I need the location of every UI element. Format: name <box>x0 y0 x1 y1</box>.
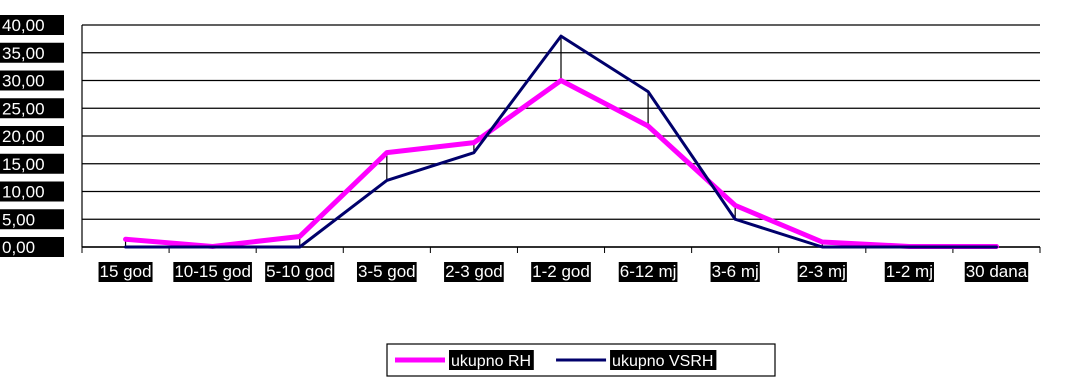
y-tick-bg <box>0 42 64 63</box>
y-tick-bg <box>0 209 64 230</box>
x-tick-bg <box>964 262 1029 282</box>
x-tick-text: 2-3 god <box>445 262 503 281</box>
y-tick-bg <box>0 70 64 91</box>
y-tick-bg <box>0 15 64 35</box>
y-tick-label: 30,00 <box>2 72 45 91</box>
high-low-lines <box>124 36 998 247</box>
x-axis-ticks: 15 god 10-15 god 5-10 god 3-5 god 2-3 god 1-2… <box>98 262 1029 282</box>
x-tick-bg <box>173 262 252 282</box>
x-tick-label: 5-10 god <box>265 262 335 282</box>
x-tick-text: 5-10 god <box>266 262 333 281</box>
y-tick-label: 35,00 <box>2 44 45 63</box>
x-tick-text: 3-6 mj <box>712 262 759 281</box>
x-tick-text: 2-3 mj <box>799 262 846 281</box>
x-tick-bg <box>531 262 591 282</box>
y-tick-label: 5,00 <box>2 210 35 229</box>
y-tick-label: 15,00 <box>2 155 45 174</box>
x-tick-text: 6-12 mj <box>620 262 677 281</box>
y-tick-bg <box>0 98 64 119</box>
legend: ukupno RH ukupno VSRH <box>386 343 776 377</box>
y-tick-bg <box>0 126 64 146</box>
x-tick-bg <box>98 262 153 282</box>
x-tick-label: 1-2 god <box>531 262 591 282</box>
x-tick-bg <box>618 262 678 282</box>
x-tick-label: 3-5 god <box>356 262 417 282</box>
y-tick-label: 40,00 <box>2 16 45 35</box>
series-lines <box>123 34 999 249</box>
x-tick-text: 30 dana <box>966 262 1028 281</box>
x-tick-bg <box>444 262 504 282</box>
x-tick-bg <box>797 262 847 282</box>
y-tick-label: 25,00 <box>2 99 45 118</box>
y-tick-label: 0,00 <box>2 238 35 257</box>
x-tick-text: 15 god <box>100 262 152 281</box>
x-tick-label: 10-15 god <box>173 262 252 282</box>
x-tick-text: 1-2 god <box>532 262 590 281</box>
x-tick-bg <box>356 262 417 282</box>
x-tick-label: 30 dana <box>964 262 1029 282</box>
legend-label-bg <box>449 350 534 370</box>
x-tick-text: 10-15 god <box>174 262 251 281</box>
x-tick-bg <box>710 262 760 282</box>
legend-label: ukupno VSRH <box>612 353 713 370</box>
y-tick-label: 20,00 <box>2 127 45 146</box>
y-axis-ticks: 0,00 5,00 10,00 15,00 20,00 25,00 30,00 35,00 40… <box>0 15 64 257</box>
x-tick-text: 1-2 mj <box>886 262 933 281</box>
y-tick-bg <box>0 237 64 257</box>
legend-label-bg <box>610 350 717 370</box>
x-tick-label: 2-3 mj <box>797 262 847 282</box>
x-tick-label: 15 god <box>98 262 153 282</box>
x-tick-label: 1-2 mj <box>884 262 934 282</box>
x-tick-label: 3-6 mj <box>710 262 760 282</box>
x-tick-bg <box>884 262 934 282</box>
y-tick-label: 10,00 <box>2 183 45 202</box>
x-tick-bg <box>265 262 335 282</box>
x-tick-label: 6-12 mj <box>618 262 678 282</box>
x-tick-text: 3-5 god <box>358 262 416 281</box>
y-tick-bg <box>0 181 64 202</box>
legend-label: ukupno RH <box>451 353 531 370</box>
y-tick-bg <box>0 153 64 174</box>
x-tick-label: 2-3 god <box>444 262 504 282</box>
